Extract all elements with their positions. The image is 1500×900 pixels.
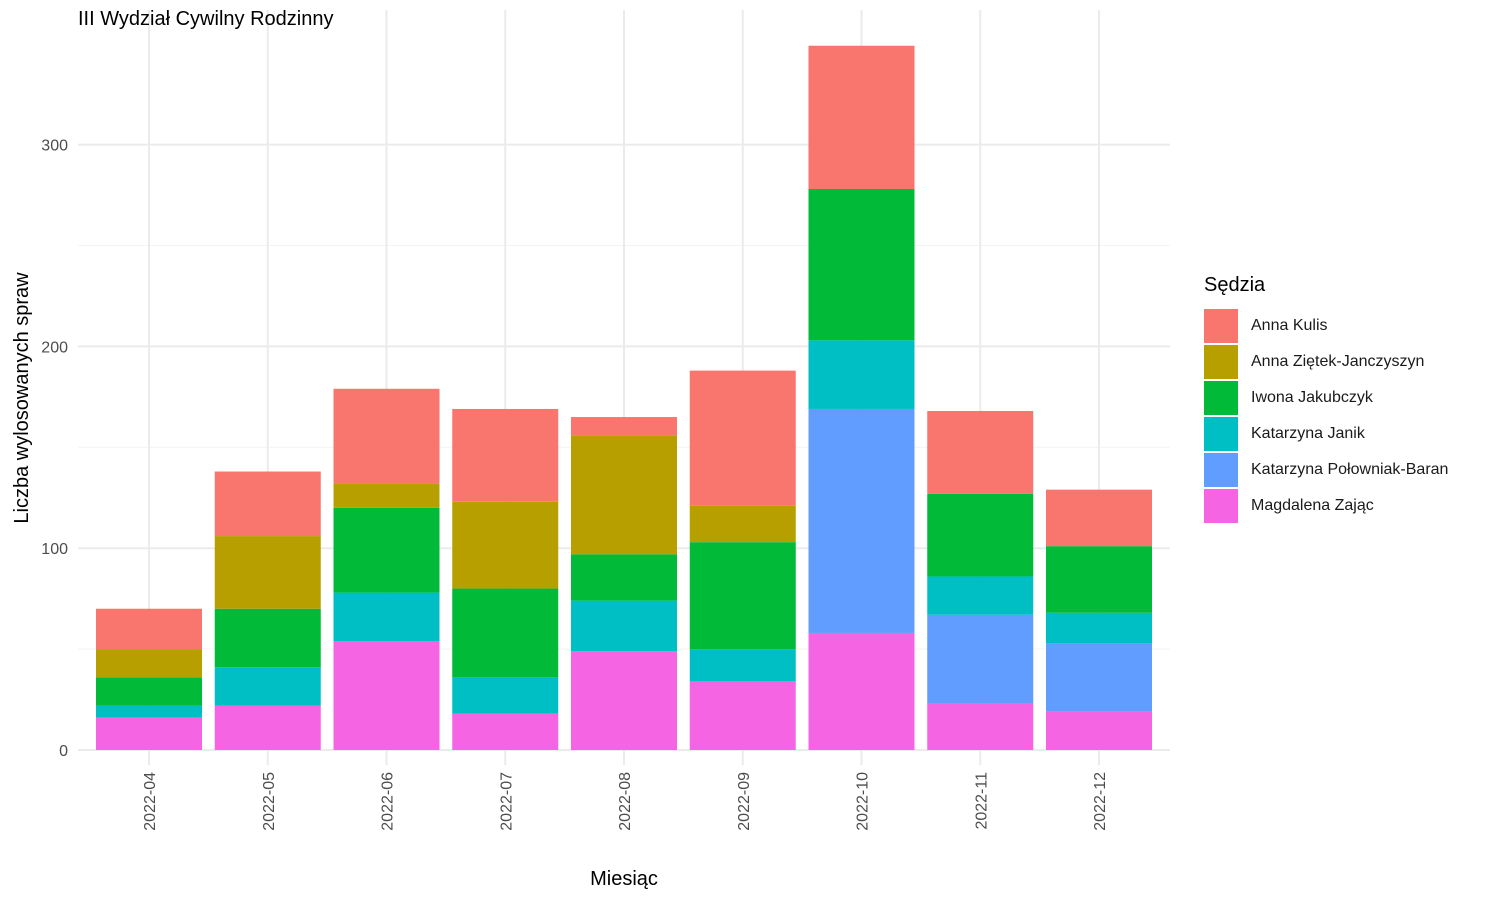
- bar-segment: [1046, 612, 1152, 644]
- legend-item: Iwona Jakubczyk: [1204, 380, 1448, 416]
- bar-segment: [689, 649, 796, 682]
- x-tick-label: 2022-07: [498, 772, 515, 831]
- bar-segment: [96, 705, 202, 718]
- legend-label: Iwona Jakubczyk: [1251, 389, 1373, 406]
- bar-segment: [571, 651, 677, 750]
- bar-segment: [333, 507, 440, 593]
- bar-segment: [333, 388, 440, 484]
- legend-item: Katarzyna Połowniak-Baran: [1204, 452, 1448, 488]
- bar-segment: [571, 435, 677, 555]
- bar-segment: [214, 608, 321, 668]
- legend-swatch: [1204, 489, 1238, 523]
- bar-segment: [333, 483, 440, 508]
- y-axis: 0 100 200 300: [41, 138, 68, 760]
- bar-segment: [927, 703, 1034, 750]
- bar-segment: [1046, 546, 1152, 613]
- x-axis-label: Miesiąc: [590, 868, 658, 890]
- bar-segment: [927, 576, 1034, 615]
- legend-item: Anna Kulis: [1204, 308, 1448, 344]
- bar-segment: [96, 717, 202, 750]
- bar-segment: [1046, 489, 1152, 547]
- bar-segment: [689, 505, 796, 543]
- y-tick-label: 200: [41, 339, 68, 356]
- bar-segment: [689, 542, 796, 650]
- bar-segment: [214, 705, 321, 750]
- bar-segment: [96, 649, 202, 678]
- bar-segment: [452, 408, 559, 502]
- bar-segment: [571, 417, 677, 436]
- x-tick-label: 2022-04: [142, 772, 159, 831]
- x-tick-label: 2022-10: [855, 772, 872, 831]
- bar-segment: [452, 501, 559, 589]
- bar-segment: [214, 667, 321, 706]
- bar-segment: [214, 471, 321, 537]
- bar-segment: [1046, 643, 1152, 712]
- legend-swatch: [1204, 345, 1238, 379]
- bar-segment: [808, 408, 915, 633]
- legend-label: Anna Kulis: [1251, 317, 1328, 334]
- legend-label: Magdalena Zając: [1251, 497, 1374, 514]
- legend-label: Anna Ziętek-Janczyszyn: [1251, 353, 1425, 370]
- chart-title: III Wydział Cywilny Rodzinny: [78, 8, 334, 30]
- bar-segment: [689, 370, 796, 506]
- x-axis: 2022-04 2022-05 2022-06 2022-07 2022-08 2022-…: [142, 772, 1109, 831]
- bar-segment: [452, 713, 559, 750]
- bar-segment: [1046, 711, 1152, 750]
- x-tick-label: 2022-09: [736, 772, 753, 831]
- bar-segment: [808, 45, 915, 189]
- y-axis-label: Liczba wylosowanych spraw: [11, 272, 33, 524]
- legend-swatch: [1204, 381, 1238, 415]
- legend-label: Katarzyna Połowniak-Baran: [1251, 461, 1449, 478]
- bar-segment: [808, 340, 915, 409]
- bar-segment: [452, 588, 559, 678]
- bar-segment: [571, 554, 677, 601]
- x-tick-label: 2022-06: [380, 772, 397, 831]
- y-tick-label: 100: [41, 541, 68, 558]
- x-tick-label: 2022-08: [617, 772, 634, 831]
- bar-segment: [452, 677, 559, 714]
- bar-segment: [96, 677, 202, 706]
- x-tick-label: 2022-05: [261, 772, 278, 831]
- legend-items: Anna Kulis Anna Ziętek-Janczyszyn Iwona Ja…: [1204, 308, 1448, 524]
- bar-segment: [333, 592, 440, 642]
- bar-segment: [927, 614, 1034, 704]
- bar-segment: [808, 188, 915, 341]
- legend-title: Sędzia: [1204, 274, 1266, 296]
- bar-segment: [333, 641, 440, 750]
- legend-swatch: [1204, 417, 1238, 451]
- bar-segment: [927, 410, 1034, 494]
- bar-segment: [808, 632, 915, 750]
- x-tick-label: 2022-11: [973, 772, 990, 830]
- bar-segment: [689, 681, 796, 750]
- legend-label: Katarzyna Janik: [1251, 425, 1365, 442]
- y-tick-label: 300: [41, 138, 68, 155]
- legend-item: Magdalena Zając: [1204, 488, 1448, 524]
- y-tick-label: 0: [59, 743, 68, 760]
- bar-segment: [214, 536, 321, 609]
- legend-item: Anna Ziętek-Janczyszyn: [1204, 344, 1448, 380]
- legend: Sędzia Anna Kulis Anna Ziętek-Janczyszyn I…: [1204, 274, 1448, 524]
- bars: [96, 45, 1152, 750]
- bar-segment: [96, 608, 202, 650]
- legend-item: Katarzyna Janik: [1204, 416, 1448, 452]
- x-tick-label: 2022-12: [1092, 772, 1109, 831]
- legend-swatch: [1204, 453, 1238, 487]
- bar-segment: [571, 600, 677, 652]
- bar-segment: [927, 493, 1034, 577]
- legend-swatch: [1204, 309, 1238, 343]
